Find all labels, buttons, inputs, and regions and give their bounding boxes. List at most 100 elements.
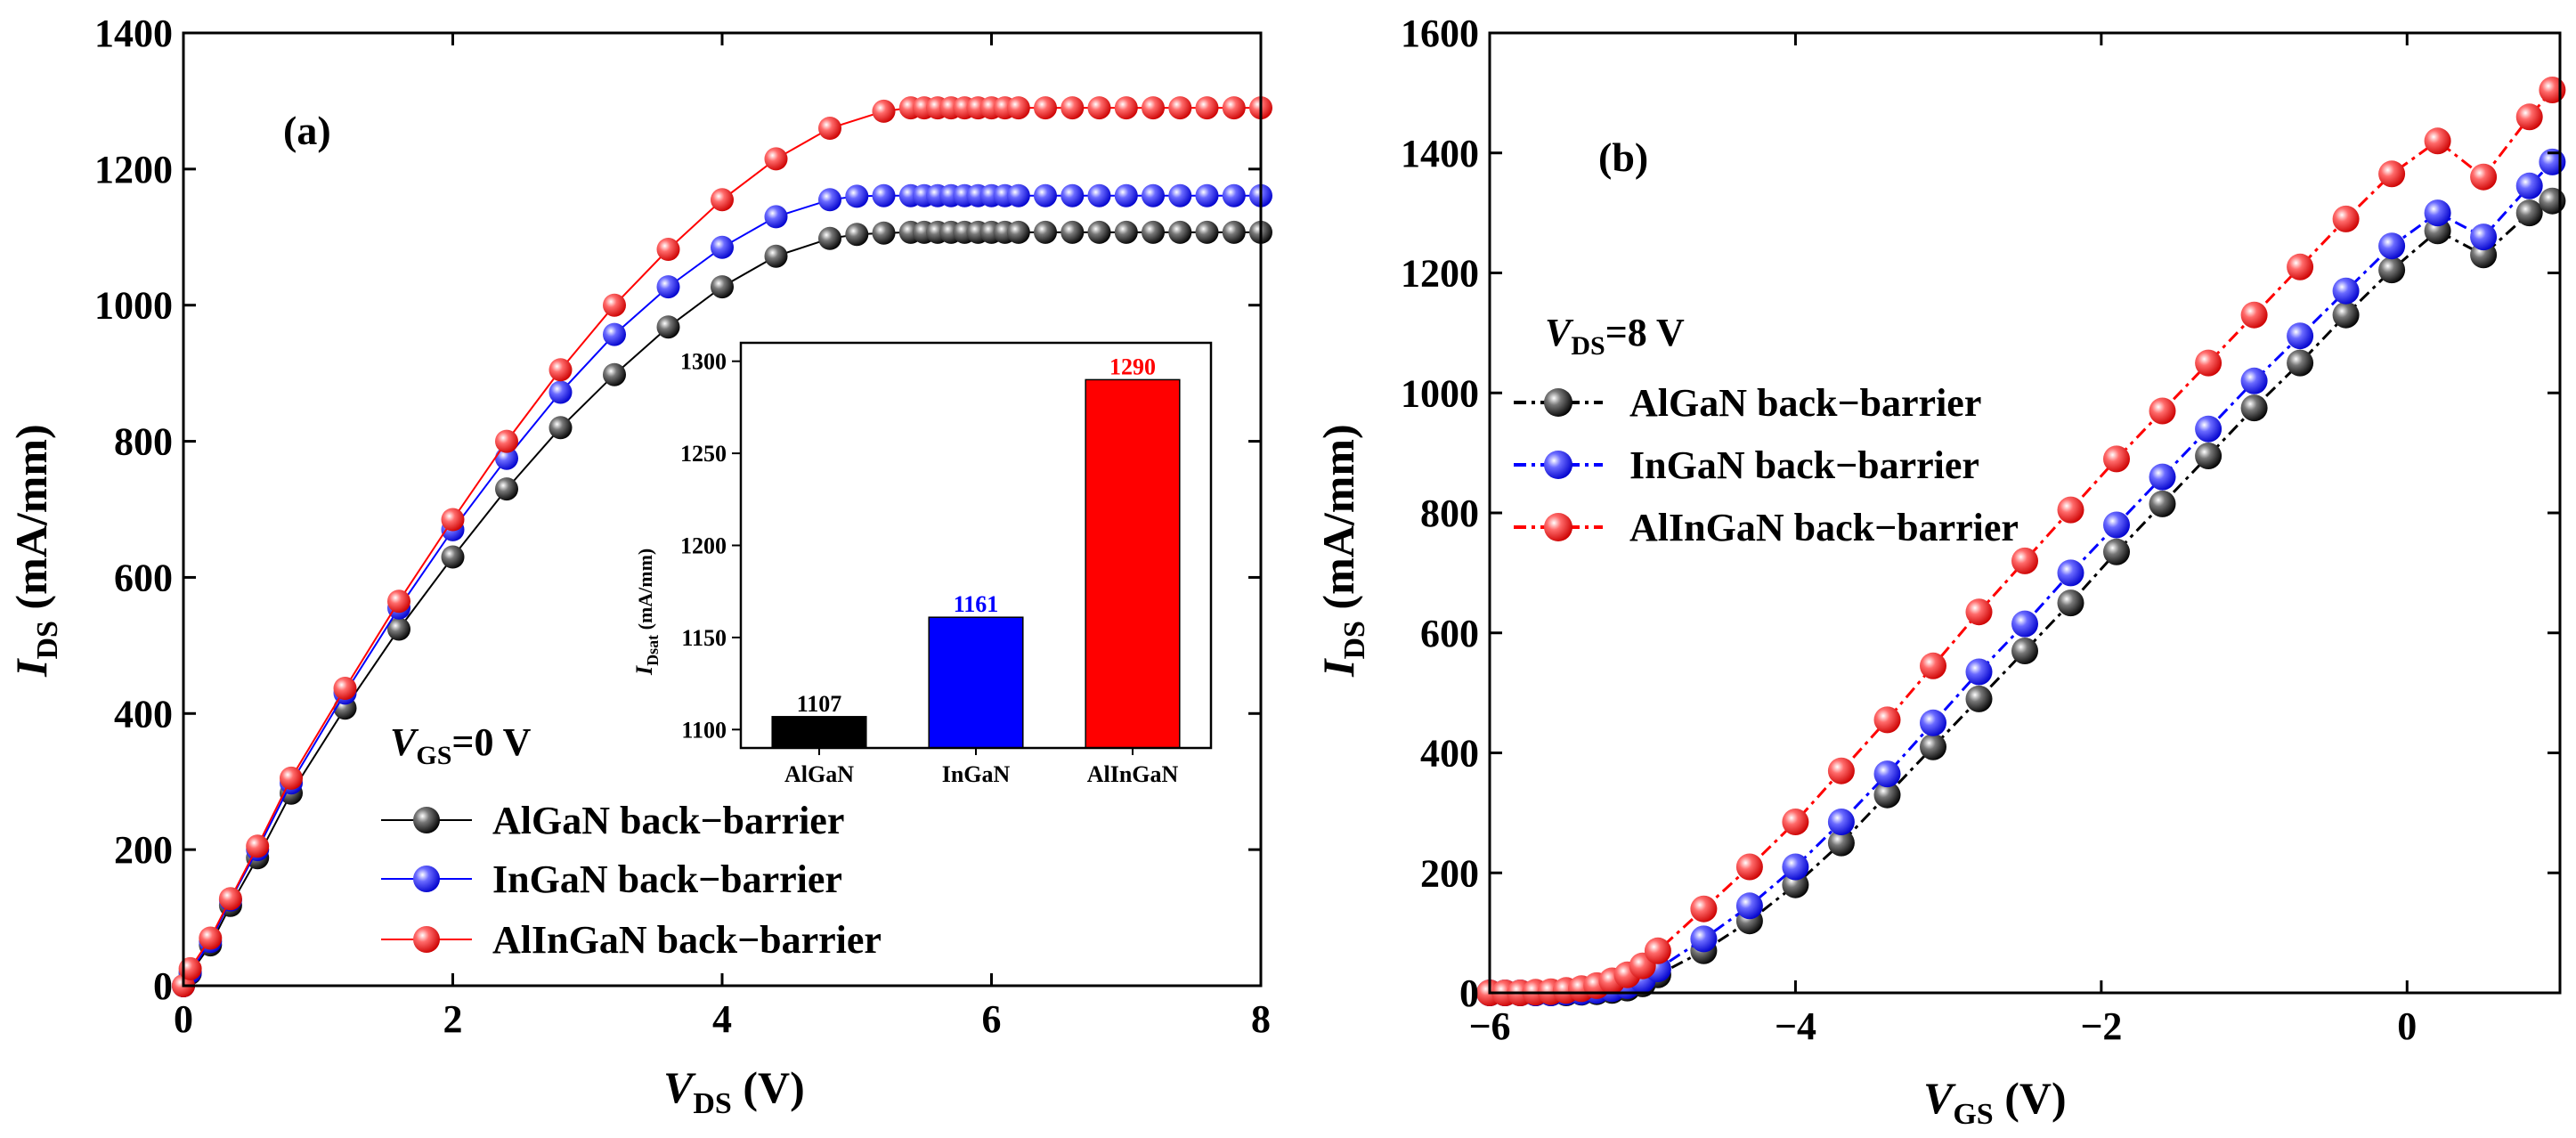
panel-a-xtick-label: 4 [712,997,732,1041]
panel-a-ylabel-rest: (mA/mm) [6,424,56,621]
panel-b-series-1-point [2195,415,2223,443]
panel-b: −6 −4 −2 0 0 200 400 600 800 1000 1200 1400 1600 (b)… [1313,12,2566,1131]
panel-a-series-1-point [872,183,896,207]
panel-b-series-1-point [1690,925,1718,953]
panel-a-series-0-point [872,221,896,245]
inset-category-label: AlInGaN [1087,761,1179,787]
panel-a-series-2-point [246,834,270,858]
panel-b-ylabel-rest: (mA/mm) [1313,424,1363,621]
panel-b-series-2-point [2332,205,2360,232]
panel-b-xlabel-rest: (V) [1994,1073,2067,1123]
panel-b-series-1-point [1827,809,1855,835]
panel-a-series-1-point [1034,183,1057,207]
panel-b-series-1-point [2011,610,2038,638]
panel-b-series-1-point [2240,367,2268,394]
legend-a-marker-algan [413,807,440,833]
panel-a-series-2-point [603,293,626,317]
panel-b-series-0-point [1920,733,1946,760]
panel-a-series-1-point [1060,183,1085,207]
panel-b-series-2-point [2011,547,2038,574]
panel-b-ytick-label: 200 [1420,851,1479,895]
panel-b-ytick-label: 400 [1420,732,1479,776]
panel-b-ylabel-main: I [1313,658,1363,678]
panel-b-condition-main: V [1545,311,1574,354]
panel-b-series-2-point [1644,937,1671,964]
panel-b-xlabel: VGS (V) [1923,1073,2067,1131]
panel-a-series-2-point [1114,96,1138,120]
panel-a-ytick-label: 400 [114,692,173,736]
panel-b-xtick-label: 0 [2397,1004,2417,1048]
panel-b-ytick-label: 1600 [1401,12,1479,55]
panel-a-condition-sub: GS [416,741,451,770]
panel-a-ylabel-main: I [6,658,56,678]
legend-b-marker-alingan [1544,513,1572,541]
panel-a-series-2-point [441,508,465,532]
panel-b-ytick-label: 800 [1420,492,1479,535]
panel-b-axes: −6 −4 −2 0 0 200 400 600 800 1000 1200 1400 1600 [1401,12,2560,1048]
panel-a-label: (a) [283,108,331,153]
legend-b-marker-algan [1544,388,1572,417]
panel-a-series-2-point [656,238,680,261]
panel-b-series-1-point [2424,199,2451,227]
panel-b-series-1-point [2378,232,2406,260]
panel-a-series-0-point [845,223,869,247]
panel-a-series-1-point [845,184,869,208]
panel-b-series-2-point [2057,496,2084,524]
panel-b-series-0-point [2378,256,2406,284]
panel-b-ytick-label: 600 [1420,612,1479,655]
panel-b-series-0-point [1873,781,1901,809]
panel-b-series-1-point [1782,853,1809,881]
panel-b-series-0-point [2515,199,2543,227]
panel-a-series-1-point [711,235,734,259]
panel-a-series-0-point [441,545,465,569]
panel-b-xtick-label: −6 [1468,1004,1510,1048]
panel-a-series-0-point [1142,220,1165,244]
panel-b-series-2-point [2539,77,2566,103]
panel-b-series-1-point [2515,172,2543,199]
legend-a-label-ingan: InGaN back−barrier [492,858,842,901]
panel-a-series-0-point [656,315,680,339]
panel-b-xtick-label: −4 [1775,1004,1816,1048]
panel-a-series-1-point [1142,183,1165,207]
panel-b-series-2-point [2424,127,2451,155]
panel-b-series-0-point [2332,301,2360,329]
panel-a-series-2-point [199,926,223,950]
panel-a-series-2-point [549,358,573,382]
panel-a-series-2-point [1222,96,1246,120]
panel-b-condition-sub: DS [1571,331,1605,361]
panel-b-series-1-point [1873,760,1901,788]
panel-b-ytick-label: 0 [1459,971,1479,1015]
panel-a-series-0-point [1006,220,1030,244]
panel-a-xtick-label: 6 [982,997,1002,1041]
panel-a-series-1-point [1222,183,1246,207]
panel-a-xtick-label: 0 [174,997,193,1041]
panel-a-series-2-point [1195,96,1219,120]
panel-b-series-1-point [2332,277,2360,305]
panel-a-series-2-point [218,887,242,911]
panel-b-series-0-point [2149,490,2176,517]
panel-b-series-1-point [2057,559,2084,587]
legend-b-label-ingan: InGaN back−barrier [1629,443,1979,487]
panel-a-condition: VGS=0 V [390,720,532,770]
panel-a-ylabel: IDS (mA/mm) [6,424,64,678]
inset-bar-value-label: 1161 [954,591,999,617]
inset-bar-alingan [1085,378,1181,749]
panel-a-legend: AlGaN back−barrier InGaN back−barrier Al… [381,799,882,962]
panel-b-condition: VDS=8 V [1545,311,1685,361]
inset-ytick-label: 1300 [680,349,727,375]
panel-b-series-0-point [2287,349,2314,377]
panel-a-series-2-point [711,188,734,212]
panel-a-condition-main: V [390,720,419,764]
panel-b-series-2-point [2240,301,2268,329]
inset-category-label: AlGaN [784,761,854,787]
panel-a-series-1-point [1006,183,1030,207]
panel-b-condition-rest: =8 V [1605,311,1685,354]
legend-b-marker-ingan [1544,451,1572,479]
panel-b-series-2-point [1690,895,1718,923]
panel-a-series-0-point [764,244,788,268]
inset-bar-value-label: 1290 [1109,354,1156,379]
panel-a-series-0-point [1168,220,1192,244]
legend-a-marker-alingan [413,926,440,953]
panel-b-label: (b) [1598,134,1648,180]
